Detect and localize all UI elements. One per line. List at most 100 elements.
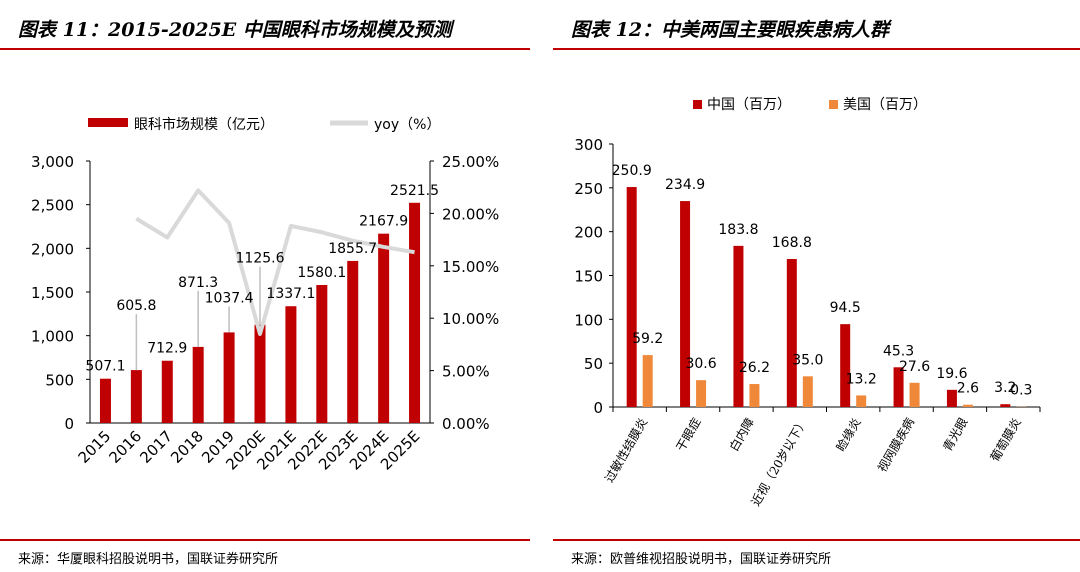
bar-market-size (347, 260, 359, 423)
data-label-us: 59.2 (632, 331, 663, 347)
data-label-us: 26.2 (739, 360, 770, 376)
bar-market-size (316, 285, 328, 423)
x-tick-label: 葡萄膜炎 (988, 416, 1024, 465)
legend-label-china: 中国（百万） (707, 97, 791, 113)
x-tick-label: 视网膜疾病 (874, 415, 917, 474)
bar-china (840, 324, 851, 407)
y-tick-label-left: 500 (45, 371, 74, 389)
y-tick-label-right: 10.00% (442, 310, 499, 328)
y-tick-label-left: 2,000 (31, 240, 74, 258)
y-tick-label-right: 0.00% (442, 415, 490, 433)
bar-china (680, 201, 691, 407)
data-label-china: 168.8 (772, 235, 812, 251)
x-tick-label: 白内障 (726, 415, 757, 454)
y-tick-label-left: 1,000 (31, 328, 74, 346)
x-tick-label: 干眼症 (673, 415, 704, 454)
bar-market-size (254, 324, 266, 423)
data-label-market-size: 1580.1 (297, 265, 346, 281)
bar-china (786, 259, 797, 407)
bar-us (749, 384, 760, 407)
data-label-china: 234.9 (665, 177, 705, 193)
source-note: 来源：欧普维视招股说明书，国联证券研究所 (571, 552, 832, 567)
data-label-china: 3.2 (994, 380, 1016, 396)
y-tick-label-right: 25.00% (442, 153, 499, 171)
source-note: 来源：华厦眼科招股说明书，国联证券研究所 (18, 552, 279, 567)
x-tick-label: 近视（20岁以下） (748, 415, 811, 508)
title-divider (553, 48, 1080, 50)
bar-market-size (285, 306, 297, 423)
bar-china (626, 187, 637, 407)
bar-us (802, 376, 813, 407)
y-tick-label-right: 5.00% (442, 363, 490, 381)
legend-swatch-us (829, 100, 838, 109)
bar-china (893, 367, 904, 407)
data-label-market-size: 2167.9 (359, 214, 408, 230)
y-tick-label: 50 (584, 355, 603, 373)
bar-us (696, 380, 707, 407)
x-tick-label: 2015 (75, 427, 115, 467)
data-label-market-size: 871.3 (178, 275, 218, 291)
bar-us (909, 382, 920, 407)
data-label-china: 250.9 (612, 163, 652, 179)
y-tick-label-right: 15.00% (442, 258, 499, 276)
chart-title: 图表 11：2015-2025E 中国眼科市场规模及预测 (18, 19, 452, 41)
legend-label-market-size: 眼科市场规模（亿元） (134, 116, 274, 133)
legend-label-yoy: yoy（%） (374, 117, 440, 133)
line-yoy (135, 188, 415, 336)
bar-market-size (161, 360, 173, 423)
bar-market-size (130, 370, 142, 423)
data-label-us: 2.6 (957, 381, 979, 397)
data-label-us: 13.2 (846, 371, 877, 387)
title-divider (0, 48, 530, 50)
bar-us (856, 395, 867, 407)
data-label-china: 45.3 (883, 343, 914, 359)
data-label-us: 27.6 (899, 359, 930, 375)
y-tick-label-left: 3,000 (31, 153, 74, 171)
bar-us (642, 355, 653, 407)
data-label-market-size: 712.9 (147, 341, 187, 357)
data-label-market-size: 605.8 (116, 298, 156, 314)
source-divider (0, 539, 530, 541)
y-tick-label-left: 1,500 (31, 284, 74, 302)
data-label-china: 94.5 (830, 300, 861, 316)
chart-panel-eye-disease: 图表 12：中美两国主要眼疾患病人群 中国（百万） 美国（百万） 0 50 100 150… (553, 0, 1080, 572)
data-label-china: 19.6 (936, 366, 967, 382)
x-tick-label: 过敏性结膜炎 (601, 415, 650, 485)
eye-disease-chart: 中国（百万） 美国（百万） 0 50 100 150 200 250 300 250.9 234.9… (574, 97, 1041, 508)
y-tick-label: 250 (574, 180, 603, 198)
bar-market-size (378, 233, 390, 423)
market-size-chart: 眼科市场规模（亿元） yoy（%） 0 500 1,000 1,500 2,000 2,500… (31, 116, 499, 474)
bar-market-size (99, 378, 111, 423)
x-tick-label: 2017 (136, 427, 176, 467)
data-label-market-size: 1037.4 (205, 290, 254, 306)
y-tick-label: 200 (574, 224, 603, 242)
y-tick-label-left: 2,500 (31, 197, 74, 215)
data-label-us: 30.6 (685, 356, 716, 372)
chart-title: 图表 12：中美两国主要眼疾患病人群 (571, 19, 890, 41)
data-label-market-size: 507.1 (85, 359, 125, 375)
data-label-us: 0.3 (1010, 383, 1032, 399)
data-label-market-size: 1125.6 (236, 251, 285, 267)
x-tick-label: 2018 (167, 427, 207, 467)
x-tick-label: 2016 (105, 427, 145, 467)
data-label-us: 35.0 (792, 352, 823, 368)
bar-market-size (223, 332, 235, 423)
bar-us (962, 404, 973, 407)
y-tick-label-right: 20.00% (442, 205, 499, 223)
data-label-market-size: 1337.1 (266, 286, 315, 302)
y-tick-label-left: 0 (64, 415, 74, 433)
bar-market-size (192, 346, 204, 423)
y-tick-label: 100 (574, 311, 603, 329)
data-label-market-size: 1855.7 (328, 241, 377, 257)
y-tick-label: 300 (574, 136, 603, 154)
bar-market-size (409, 202, 421, 423)
legend-label-us: 美国（百万） (843, 97, 927, 113)
y-tick-label: 0 (593, 399, 603, 417)
x-tick-label: 睑缘炎 (834, 416, 864, 454)
bar-china (733, 245, 744, 407)
y-tick-label: 150 (574, 268, 603, 286)
source-divider (553, 539, 1080, 541)
legend-swatch-market-size (88, 118, 128, 127)
x-tick-label: 青光眼 (940, 416, 970, 454)
bar-china (1000, 404, 1011, 407)
